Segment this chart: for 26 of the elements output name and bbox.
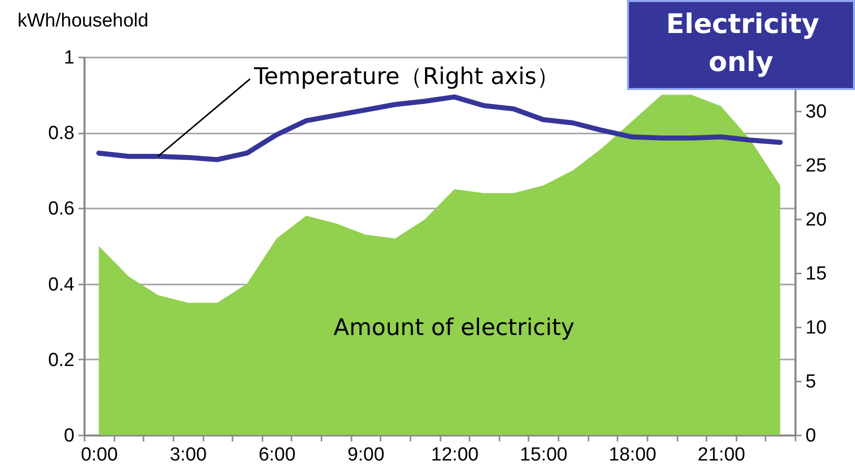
x-tick-label: 6:00 [258, 444, 296, 466]
y-tick-label: 0.4 [48, 274, 75, 296]
annotation: Electricity only [666, 8, 820, 80]
x-tick-label: 0:00 [80, 444, 118, 466]
series-label: Amount of electricity [333, 315, 575, 341]
y2-tick-label: 15 [806, 264, 827, 284]
y-tick-label: 0 [64, 426, 74, 446]
x-tick-label: 18:00 [608, 444, 656, 466]
x-tick-label: 12:00 [431, 444, 479, 466]
note-box: Electricity only [627, 0, 855, 90]
x-tick-label: 21:00 [698, 444, 746, 466]
x-tick-label: 15:00 [520, 444, 568, 466]
y2-tick-label: 20 [806, 210, 827, 230]
x-tick-label: 9:00 [347, 444, 384, 466]
y-tick-label: 0.8 [48, 123, 74, 144]
y2-tick-label: 0 [806, 426, 816, 446]
series-label: Temperature（Right axis） [253, 64, 560, 90]
y2-tick-label: 30 [806, 102, 827, 122]
y2-tick-label: 25 [806, 156, 827, 176]
y-tick-label: 1 [64, 48, 74, 68]
y2-tick-label: 10 [806, 318, 827, 338]
y-tick-label: 0.6 [48, 198, 74, 220]
y2-tick-label: 5 [806, 372, 816, 392]
y-tick-label: 0.2 [48, 350, 74, 371]
x-tick-label: 3:00 [170, 444, 207, 466]
y-axis-title: kWh/household [18, 10, 148, 32]
